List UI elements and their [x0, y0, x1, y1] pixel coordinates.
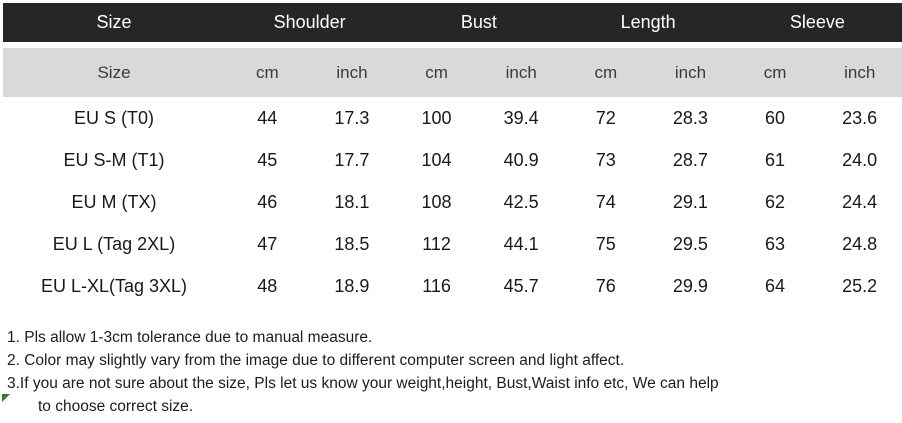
value-cell: 29.1 — [648, 181, 733, 223]
value-cell: 62 — [732, 181, 818, 223]
table-row: EU M (TX) 46 18.1 108 42.5 74 29.1 62 24… — [3, 181, 902, 223]
value-cell: 17.3 — [309, 97, 395, 139]
value-cell: 63 — [732, 223, 818, 265]
value-cell: 61 — [732, 139, 818, 181]
value-cell: 24.0 — [817, 139, 902, 181]
size-label-cell: EU L (Tag 2XL) — [3, 223, 225, 265]
table-row: EU S-M (T1) 45 17.7 104 40.9 73 28.7 61 … — [3, 139, 902, 181]
value-cell: 60 — [732, 97, 818, 139]
value-cell: 28.3 — [648, 97, 733, 139]
value-cell: 100 — [394, 97, 479, 139]
table-row: EU L (Tag 2XL) 47 18.5 112 44.1 75 29.5 … — [3, 223, 902, 265]
note-line-1: 1. Pls allow 1-3cm tolerance due to manu… — [7, 329, 373, 346]
unit-header-shoulder-inch: inch — [309, 48, 395, 97]
value-cell: 48 — [225, 265, 310, 307]
unit-header-sleeve-cm: cm — [732, 48, 818, 97]
value-cell: 75 — [563, 223, 649, 265]
unit-header-row: Size cm inch cm inch cm inch cm inch — [3, 48, 902, 97]
value-cell: 45 — [225, 139, 310, 181]
value-cell: 18.5 — [309, 223, 395, 265]
value-cell: 17.7 — [309, 139, 395, 181]
value-cell: 47 — [225, 223, 310, 265]
value-cell: 24.4 — [817, 181, 902, 223]
size-chart-table: Size Shoulder Bust Length Sleeve Size cm… — [3, 3, 902, 307]
size-label-cell: EU S (T0) — [3, 97, 225, 139]
unit-header-bust-inch: inch — [478, 48, 564, 97]
group-header-size: Size — [3, 3, 225, 48]
value-cell: 25.2 — [817, 265, 902, 307]
unit-header-length-inch: inch — [648, 48, 733, 97]
size-label-cell: EU M (TX) — [3, 181, 225, 223]
value-cell: 45.7 — [478, 265, 564, 307]
note-line-2: 2. Color may slightly vary from the imag… — [7, 352, 625, 369]
group-header-row: Size Shoulder Bust Length Sleeve — [3, 3, 902, 48]
note-line-3-continued: to choose correct size. — [38, 398, 194, 415]
size-label-cell: EU L-XL(Tag 3XL) — [3, 265, 225, 307]
group-header-shoulder: Shoulder — [225, 3, 395, 48]
value-cell: 24.8 — [817, 223, 902, 265]
value-cell: 74 — [563, 181, 649, 223]
value-cell: 76 — [563, 265, 649, 307]
value-cell: 23.6 — [817, 97, 902, 139]
value-cell: 108 — [394, 181, 479, 223]
note-line-3: 3.If you are not sure about the size, Pl… — [7, 375, 719, 392]
unit-header-length-cm: cm — [563, 48, 649, 97]
value-cell: 46 — [225, 181, 310, 223]
value-cell: 29.9 — [648, 265, 733, 307]
table-row: EU S (T0) 44 17.3 100 39.4 72 28.3 60 23… — [3, 97, 902, 139]
value-cell: 104 — [394, 139, 479, 181]
value-cell: 18.9 — [309, 265, 395, 307]
value-cell: 64 — [732, 265, 818, 307]
unit-header-shoulder-cm: cm — [225, 48, 310, 97]
group-header-length: Length — [563, 3, 733, 48]
value-cell: 72 — [563, 97, 649, 139]
group-header-bust: Bust — [394, 3, 564, 48]
value-cell: 44.1 — [478, 223, 564, 265]
value-cell: 112 — [394, 223, 479, 265]
value-cell: 28.7 — [648, 139, 733, 181]
unit-header-size: Size — [3, 48, 225, 97]
unit-header-sleeve-inch: inch — [817, 48, 902, 97]
value-cell: 42.5 — [478, 181, 564, 223]
value-cell: 40.9 — [478, 139, 564, 181]
value-cell: 29.5 — [648, 223, 733, 265]
group-header-sleeve: Sleeve — [732, 3, 902, 48]
value-cell: 73 — [563, 139, 649, 181]
value-cell: 44 — [225, 97, 310, 139]
value-cell: 18.1 — [309, 181, 395, 223]
notes-section: 1. Pls allow 1-3cm tolerance due to manu… — [3, 326, 902, 418]
size-label-cell: EU S-M (T1) — [3, 139, 225, 181]
cell-comment-marker-icon — [2, 394, 10, 402]
value-cell: 39.4 — [478, 97, 564, 139]
unit-header-bust-cm: cm — [394, 48, 479, 97]
value-cell: 116 — [394, 265, 479, 307]
table-row: EU L-XL(Tag 3XL) 48 18.9 116 45.7 76 29.… — [3, 265, 902, 307]
